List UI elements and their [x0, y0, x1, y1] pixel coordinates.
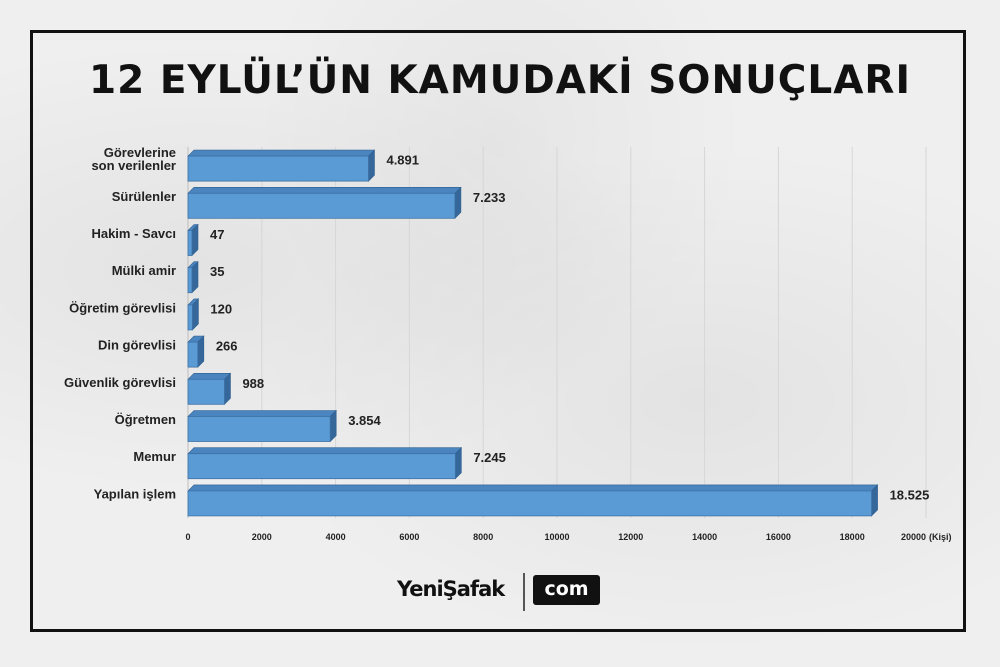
bar: [187, 490, 872, 517]
x-tick-label: 18000: [840, 532, 865, 542]
x-tick-label: 12000: [618, 532, 643, 542]
bar: [187, 453, 456, 480]
bar: [187, 192, 456, 219]
bar: [187, 304, 193, 331]
category-label: Güvenlik görevlisi: [64, 375, 176, 390]
category-label: Hakim - Savcı: [91, 226, 176, 241]
bar-top-face: [187, 372, 232, 380]
x-tick-label: 20000: [901, 532, 926, 542]
data-label: 47: [210, 227, 224, 242]
category-label: Mülki amir: [112, 263, 176, 278]
x-tick-label: 4000: [326, 532, 346, 542]
bar: [187, 230, 193, 256]
bar: [187, 267, 193, 294]
bar-top-face: [187, 187, 462, 194]
category-label: Yapılan işlem: [94, 486, 176, 501]
chart-frame: [30, 30, 966, 632]
bar: [187, 341, 199, 368]
chart-title: 12 EYLÜL’ÜN KAMUDAKİ SONUÇLARI: [89, 58, 911, 103]
bar: [187, 155, 369, 182]
x-tick-label: 8000: [473, 532, 493, 542]
category-label: Görevlerine: [104, 145, 176, 160]
data-label: 7.233: [473, 190, 506, 205]
bar-top-face: [187, 410, 337, 417]
x-tick-label: 14000: [692, 532, 717, 542]
bar-top-face: [187, 447, 463, 455]
data-label: 4.891: [386, 153, 419, 168]
com-badge: com: [533, 575, 600, 605]
data-label: 7.245: [473, 450, 506, 465]
x-tick-label: 2000: [252, 532, 272, 542]
x-tick-label: 6000: [399, 532, 419, 542]
x-tick-label: 0: [185, 532, 190, 542]
bar: [187, 378, 225, 405]
x-unit-label: (Kişi): [929, 532, 952, 542]
category-label: Öğretim görevlisi: [69, 300, 176, 315]
category-label: Memur: [133, 449, 176, 464]
category-label: Sürülenler: [112, 189, 176, 204]
brand-logo: YeniŞafak: [397, 577, 505, 601]
category-label: Din görevlisi: [98, 338, 176, 353]
data-label: 266: [216, 339, 238, 354]
category-label: Öğretmen: [115, 412, 176, 427]
bar-top-face: [187, 484, 879, 492]
bar: [187, 416, 331, 442]
logo-divider: [523, 573, 525, 611]
data-label: 35: [210, 264, 224, 279]
data-label: 988: [242, 376, 264, 391]
category-label: son verilenler: [91, 158, 176, 173]
data-label: 18.525: [890, 487, 930, 502]
x-tick-label: 16000: [766, 532, 791, 542]
data-label: 3.854: [348, 413, 381, 428]
data-label: 120: [210, 301, 232, 316]
x-tick-label: 10000: [544, 532, 569, 542]
footer: YeniŞafak com: [0, 573, 1000, 611]
bar-top-face: [187, 149, 376, 157]
